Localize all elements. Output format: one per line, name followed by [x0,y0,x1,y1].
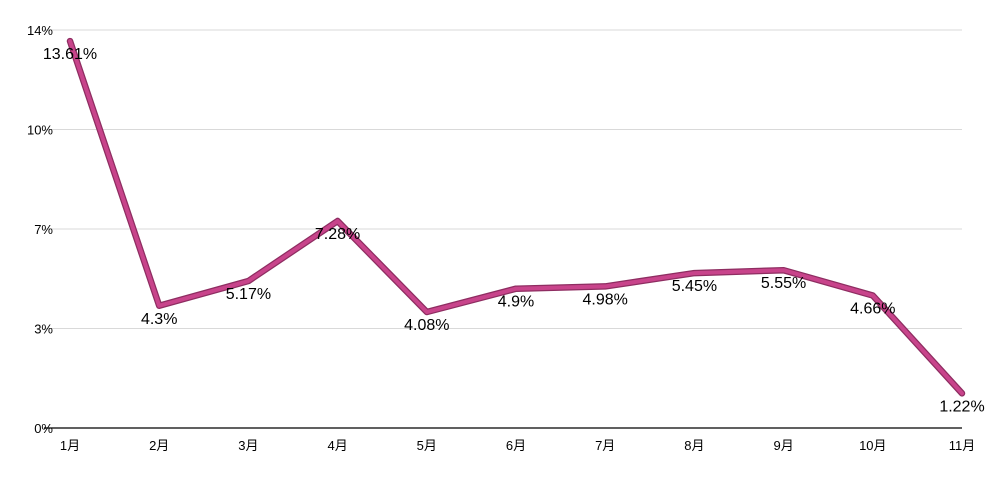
data-label: 5.55% [761,275,806,292]
x-tick-label: 8月 [684,438,704,453]
data-label: 13.61% [43,46,97,63]
x-tick-label: 4月 [327,438,347,453]
data-label: 1.22% [939,398,984,415]
data-label: 4.66% [850,301,895,318]
x-tick-label: 2月 [149,438,169,453]
y-tick-label: 10% [27,123,53,138]
x-tick-label: 9月 [773,438,793,453]
x-tick-label: 11月 [949,438,976,453]
x-tick-label: 10月 [859,438,886,453]
x-tick-label: 5月 [417,438,437,453]
x-tick-label: 1月 [60,438,80,453]
y-axis-ticks: 0% 3% 7% 10% 14% [27,23,53,436]
data-labels: 13.61% 4.3% 5.17% 7.28% 4.08% 4.9% 4.98% 5.45% 5… [43,46,985,415]
x-axis-ticks: 1月 2月 3月 4月 5月 6月 7月 8月 9月 10月 11月 [60,438,975,453]
data-label: 7.28% [315,226,360,243]
data-label: 5.45% [672,278,717,295]
x-tick-label: 3月 [238,438,258,453]
gridlines [44,29,962,329]
data-label: 4.08% [404,317,449,334]
x-tick-label: 7月 [595,438,615,453]
x-tick-label: 6月 [506,438,526,453]
y-tick-label: 14% [27,23,53,38]
data-label: 4.9% [498,294,534,311]
data-label: 5.17% [226,286,271,303]
series-line-outline [66,37,966,397]
y-tick-label: 7% [34,222,53,237]
data-label: 4.3% [141,311,177,328]
y-tick-label: 3% [34,322,53,337]
y-tick-label: 0% [34,421,53,436]
data-label: 4.98% [583,291,628,308]
series-layer [66,37,966,397]
series-line [68,39,964,396]
